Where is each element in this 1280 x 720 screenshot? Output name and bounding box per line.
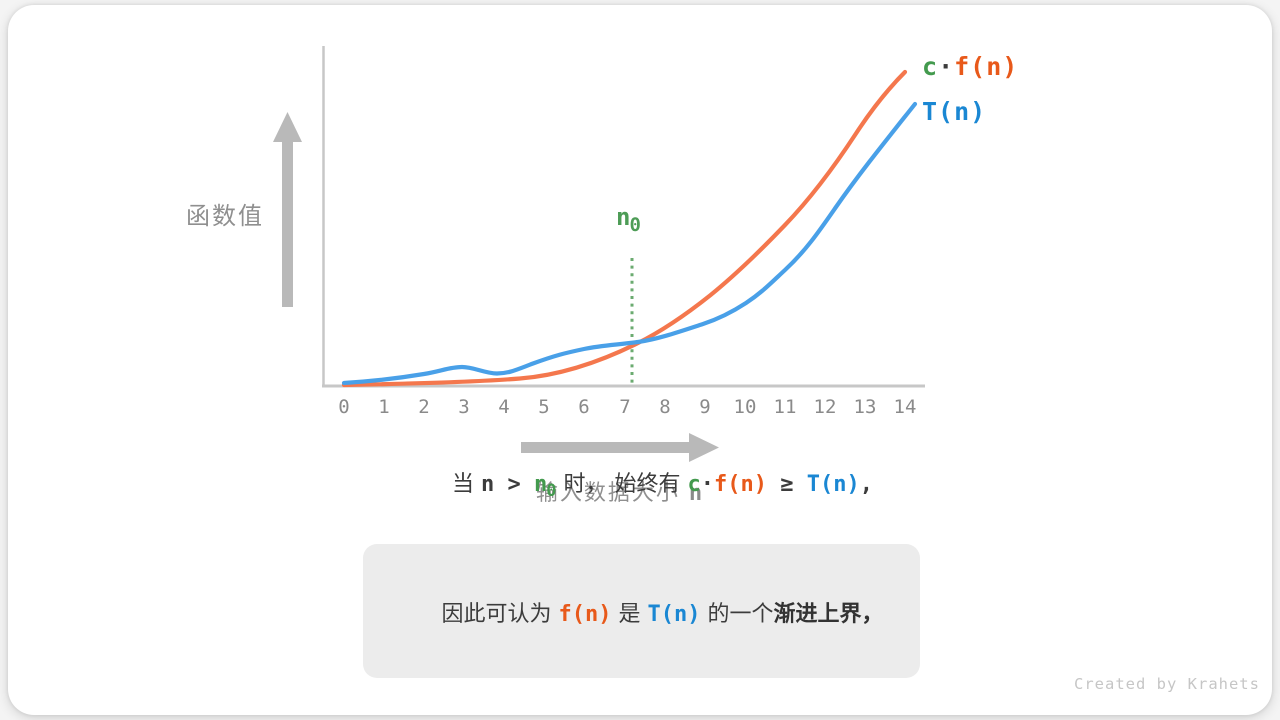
n0-subscript: 0 bbox=[629, 214, 641, 236]
note-text: 当 bbox=[452, 472, 481, 497]
x-tick-label: 13 bbox=[853, 396, 877, 418]
x-tick-label: 0 bbox=[338, 396, 350, 418]
watermark-credit: Created by Krahets bbox=[1074, 675, 1260, 693]
legend-cf-c: c bbox=[922, 52, 939, 81]
note-code-fn: f(n) bbox=[714, 472, 767, 497]
note-box: 当 n > n0 时， 始终有 c·f(n) ≥ T(n), 因此可认为 f(n… bbox=[363, 472, 920, 678]
curve-cf bbox=[341, 69, 908, 388]
x-axis-arrow bbox=[521, 433, 719, 462]
note-code-n: n bbox=[481, 472, 495, 497]
note-text: 因此可认为 bbox=[441, 602, 559, 627]
x-tick-label: 6 bbox=[578, 396, 590, 418]
note-code-n0-sub: 0 bbox=[546, 481, 557, 501]
note-code-gt: > bbox=[494, 472, 534, 497]
note-text-bold: 渐进上界， bbox=[773, 602, 884, 627]
x-tick-label: 5 bbox=[538, 396, 550, 418]
x-tick-label: 12 bbox=[813, 396, 837, 418]
n0-base: n bbox=[616, 203, 631, 231]
note-code-tn: T(n) bbox=[647, 602, 701, 627]
x-tick-label: 8 bbox=[659, 396, 671, 418]
note-code-c: c bbox=[687, 472, 701, 497]
note-code-comma: , bbox=[859, 472, 873, 497]
note-code-tn: T(n) bbox=[806, 472, 860, 497]
x-tick-label: 3 bbox=[458, 396, 470, 418]
x-tick-label: 11 bbox=[773, 396, 797, 418]
note-line-1: 当 n > n0 时， 始终有 c·f(n) ≥ T(n), bbox=[410, 423, 873, 553]
y-axis-arrow bbox=[273, 112, 302, 307]
x-tick-label: 4 bbox=[498, 396, 510, 418]
note-line-3: 记为 T(n) = O(f(n)) bbox=[502, 676, 780, 720]
x-axis-label: 输入数据大小 n bbox=[440, 475, 800, 507]
x-tick-label: 1 bbox=[378, 396, 390, 418]
legend-cf-dot: · bbox=[938, 52, 955, 81]
legend-cf: c·f(n) bbox=[922, 52, 1018, 81]
legend-cf-fn: f(n) bbox=[954, 52, 1019, 81]
legend-tn: T(n) bbox=[922, 97, 987, 126]
note-text: 时， bbox=[556, 472, 608, 497]
note-code-n0: n bbox=[534, 472, 548, 497]
note-text: 的一个 bbox=[700, 602, 774, 627]
x-axis-label-var-n: n bbox=[688, 481, 705, 506]
x-tick-label: 9 bbox=[699, 396, 711, 418]
note-code-dot: · bbox=[700, 472, 714, 497]
x-tick-label: 10 bbox=[733, 396, 757, 418]
note-code-ge: ≥ bbox=[766, 472, 807, 497]
x-axis-label-text: 输入数据大小 bbox=[535, 481, 680, 506]
x-tick-label: 7 bbox=[619, 396, 631, 418]
curve-t bbox=[341, 101, 918, 386]
note-line-2: 因此可认为 f(n) 是 T(n) 的一个渐进上界， bbox=[400, 553, 884, 676]
x-tick-label: 2 bbox=[418, 396, 430, 418]
y-axis-label: 函数值 bbox=[186, 202, 264, 230]
note-code-fn: f(n) bbox=[558, 602, 612, 627]
n0-label: n0 bbox=[616, 203, 641, 236]
note-text: 是 bbox=[611, 602, 648, 627]
x-tick-label: 14 bbox=[893, 396, 917, 418]
note-text: 始终有 bbox=[607, 472, 688, 497]
